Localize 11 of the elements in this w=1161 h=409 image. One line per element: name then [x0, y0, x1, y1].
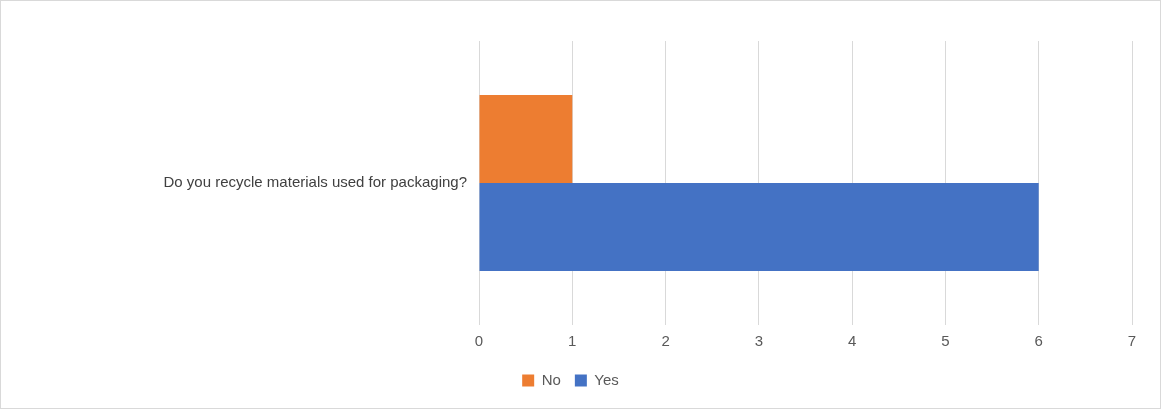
- x-tick-label: 3: [754, 332, 764, 350]
- legend-label: Yes: [594, 370, 619, 388]
- x-tick-label: 4: [847, 332, 857, 350]
- legend-label: No: [541, 370, 561, 388]
- x-tick-label: 0: [474, 332, 484, 350]
- y-tick-label: Do you recycle materials used for packaging?: [163, 173, 467, 191]
- x-tick-label: 5: [941, 332, 950, 350]
- x-tick-label: 6: [1034, 332, 1043, 350]
- x-tick-label: 2: [661, 332, 670, 350]
- x-tick-label: 7: [1127, 332, 1137, 350]
- x-tick-label: 1: [568, 332, 577, 350]
